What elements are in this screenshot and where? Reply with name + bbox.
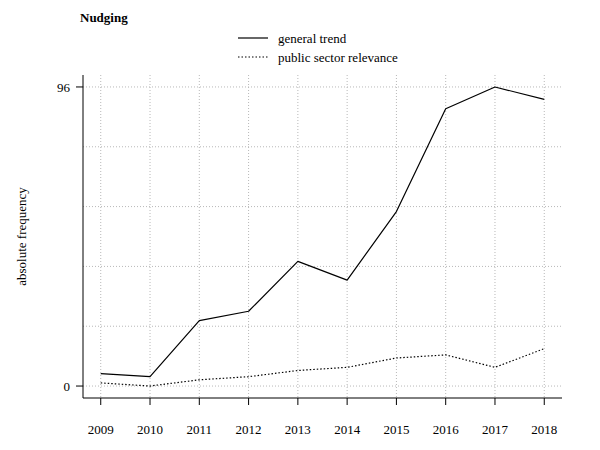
- chart: Nudging absolute frequency 0 96 2009 2010 2011…: [0, 0, 600, 450]
- legend-swatch: [238, 56, 268, 57]
- grid-line-x: [199, 75, 200, 398]
- x-tick: [347, 398, 348, 405]
- legend-label: public sector relevance: [278, 50, 398, 65]
- x-tick-label: 2009: [88, 422, 114, 437]
- grid-line-x: [248, 75, 249, 398]
- y-axis: [83, 75, 84, 398]
- grid-line-y: [83, 146, 562, 147]
- y-tick-label: 96: [57, 80, 71, 95]
- x-tick: [494, 398, 495, 405]
- grid-line-x: [445, 75, 446, 398]
- y-tick-label: 0: [64, 379, 71, 394]
- x-tick-label: 2015: [383, 422, 409, 437]
- x-tick: [248, 398, 249, 405]
- legend-label: general trend: [278, 31, 347, 46]
- grid-line-y: [83, 206, 562, 207]
- x-tick: [396, 398, 397, 405]
- x-tick-label: 2016: [433, 422, 460, 437]
- x-tick-label: 2013: [285, 422, 311, 437]
- x-tick-label: 2011: [187, 422, 213, 437]
- x-tick-label: 2018: [531, 422, 557, 437]
- x-tick-label: 2010: [137, 422, 163, 437]
- plot-area: [101, 87, 545, 386]
- x-axis: [83, 398, 562, 399]
- grid-line-x: [347, 75, 348, 398]
- grid-line-y: [83, 86, 562, 87]
- grid-line-x: [100, 75, 101, 398]
- y-tick: [76, 386, 83, 387]
- x-tick-label: 2012: [236, 422, 262, 437]
- grid-line-y: [83, 326, 562, 327]
- series-line: [101, 87, 545, 377]
- x-tick: [100, 398, 101, 405]
- grid-line-x: [396, 75, 397, 398]
- y-tick: [76, 86, 83, 87]
- series-line: [101, 349, 545, 386]
- x-tick: [445, 398, 446, 405]
- x-tick: [544, 398, 545, 405]
- grid-line-x: [150, 75, 151, 398]
- y-axis-label: absolute frequency: [14, 187, 29, 286]
- title: Nudging: [80, 10, 128, 25]
- grid-line-y: [83, 266, 562, 267]
- x-tick-label: 2017: [482, 422, 509, 437]
- legend-swatch: [238, 37, 268, 38]
- grid-line-x: [544, 75, 545, 398]
- x-tick: [297, 398, 298, 405]
- grid-line-y: [83, 386, 562, 387]
- x-tick: [150, 398, 151, 405]
- x-tick-label: 2014: [334, 422, 361, 437]
- grid-line-x: [297, 75, 298, 398]
- x-tick: [199, 398, 200, 405]
- grid-line-x: [494, 75, 495, 398]
